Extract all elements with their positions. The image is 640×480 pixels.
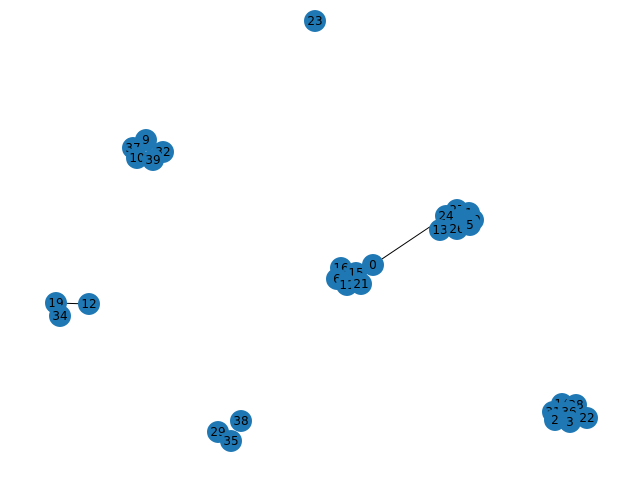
node-label: 13 [432, 223, 447, 237]
node-0: 0 [362, 254, 384, 276]
node-circle [576, 407, 598, 429]
nodes-layer: 2393732103927124301326516150611211912343… [45, 10, 598, 452]
edges-layer [55, 215, 447, 317]
node-circle [142, 149, 164, 171]
node-12: 12 [78, 293, 100, 315]
node-34: 34 [49, 305, 71, 327]
node-circle [78, 293, 100, 315]
node-label: 23 [307, 14, 322, 28]
node-22: 22 [576, 407, 598, 429]
node-label: 35 [223, 434, 238, 448]
node-circle [304, 10, 326, 32]
node-circle [49, 305, 71, 327]
node-label: 10 [129, 151, 144, 165]
node-label: 2 [551, 413, 559, 427]
node-38: 38 [230, 410, 252, 432]
node-35: 35 [220, 430, 242, 452]
node-label: 39 [145, 153, 160, 167]
node-label: 9 [142, 133, 150, 147]
node-21: 21 [350, 273, 372, 295]
node-circle [429, 219, 451, 241]
node-13: 13 [429, 219, 451, 241]
node-label: 5 [466, 218, 474, 232]
node-label: 21 [353, 277, 368, 291]
node-label: 12 [81, 297, 96, 311]
node-3: 3 [559, 411, 581, 433]
node-23: 23 [304, 10, 326, 32]
node-circle [126, 147, 148, 169]
node-label: 0 [369, 258, 377, 272]
node-39: 39 [142, 149, 164, 171]
node-circle [559, 411, 581, 433]
node-circle [350, 273, 372, 295]
node-circle [230, 410, 252, 432]
node-label: 3 [566, 415, 574, 429]
node-label: 6 [333, 272, 341, 286]
node-5: 5 [459, 214, 481, 236]
node-label: 34 [52, 309, 67, 323]
node-label: 38 [233, 414, 248, 428]
node-circle [362, 254, 384, 276]
node-label: 22 [579, 411, 594, 425]
node-circle [459, 214, 481, 236]
node-10: 10 [126, 147, 148, 169]
node-circle [220, 430, 242, 452]
